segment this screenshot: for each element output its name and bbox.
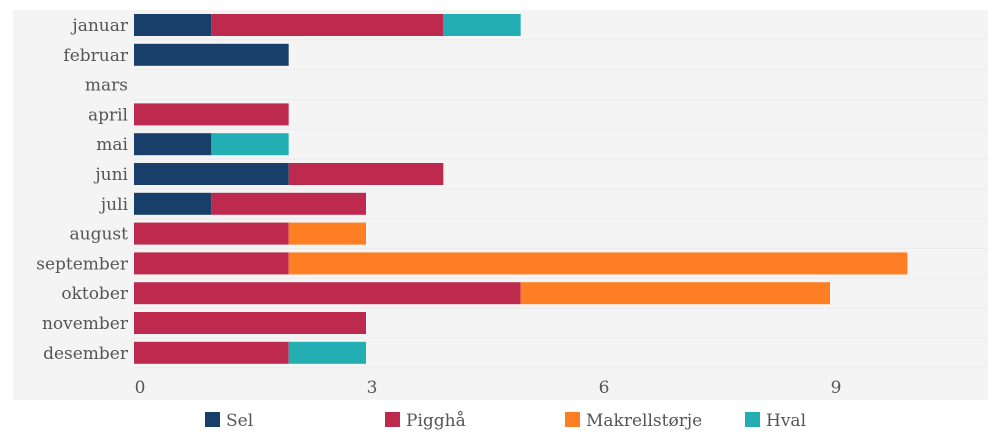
x-tick-label: 3 xyxy=(367,378,378,398)
x-tick-label: 6 xyxy=(599,378,610,398)
x-tick-label: 0 xyxy=(135,378,146,398)
bar-pigghå xyxy=(134,252,289,275)
bar-sel xyxy=(134,192,212,215)
category-label: desember xyxy=(43,344,129,364)
bar-pigghå xyxy=(288,163,444,185)
bar-hval xyxy=(443,14,521,36)
legend-item[interactable]: Pigghå xyxy=(385,411,466,431)
bar-sel xyxy=(134,14,212,36)
bar-makrellstørje xyxy=(288,252,908,275)
bar-pigghå xyxy=(211,14,444,36)
category-label: mars xyxy=(85,76,128,96)
category-label: juli xyxy=(99,195,129,215)
bar-sel xyxy=(134,133,212,156)
bar-sel xyxy=(134,163,289,185)
category-label: januar xyxy=(70,16,128,36)
category-label: juni xyxy=(93,165,128,185)
bar-pigghå xyxy=(134,103,289,126)
legend-swatch xyxy=(565,412,580,427)
x-tick-label: 9 xyxy=(831,378,842,398)
legend-swatch xyxy=(385,412,400,427)
bar-sel xyxy=(134,43,289,66)
category-label: november xyxy=(42,314,129,334)
legend-label: Makrellstørje xyxy=(586,411,702,431)
bar-makrellstørje xyxy=(288,222,366,245)
bar-pigghå xyxy=(134,312,366,334)
category-label: mai xyxy=(96,135,128,155)
category-label: februar xyxy=(63,46,128,66)
bar-hval xyxy=(211,133,289,156)
category-label: april xyxy=(88,105,128,125)
legend-item[interactable]: Makrellstørje xyxy=(565,411,702,431)
bar-hval xyxy=(288,341,366,364)
legend-swatch xyxy=(745,412,760,427)
category-label: august xyxy=(70,225,129,245)
bar-pigghå xyxy=(134,222,289,245)
legend-item[interactable]: Hval xyxy=(745,411,806,431)
legend-label: Pigghå xyxy=(406,411,466,431)
legend-item[interactable]: Sel xyxy=(205,411,253,431)
legend-swatch xyxy=(205,412,220,427)
category-label: september xyxy=(36,254,129,274)
bar-pigghå xyxy=(134,341,289,364)
legend-label: Hval xyxy=(766,411,806,431)
bar-pigghå xyxy=(134,282,521,305)
bar-pigghå xyxy=(211,192,366,215)
category-label: oktober xyxy=(61,284,129,304)
bar-makrellstørje xyxy=(520,282,830,305)
legend-label: Sel xyxy=(226,411,253,431)
